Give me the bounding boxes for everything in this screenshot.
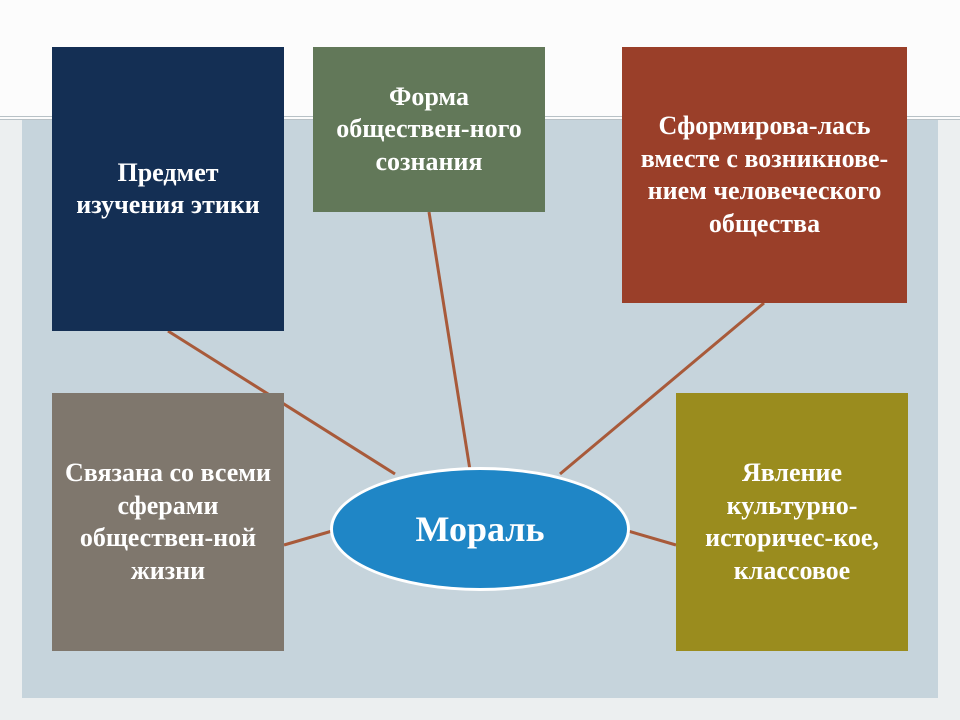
box-label-ethics: Предмет изучения этики	[64, 157, 272, 222]
box-cultural: Явление культурно-историчес-кое, классов…	[676, 393, 908, 651]
box-spheres: Связана со всеми сферами обществен-ной ж…	[52, 393, 284, 651]
box-origin: Сформирова-лась вместе с возникнове-нием…	[622, 47, 907, 303]
box-label-spheres: Связана со всеми сферами обществен-ной ж…	[64, 457, 272, 587]
hub-label: Мораль	[415, 508, 544, 550]
hub-moral: Мораль	[330, 467, 630, 591]
box-label-cultural: Явление культурно-историчес-кое, классов…	[688, 457, 896, 587]
slide: Предмет изучения этики Форма обществен-но…	[0, 0, 960, 720]
box-ethics: Предмет изучения этики	[52, 47, 284, 331]
box-form: Форма обществен-ного сознания	[313, 47, 545, 212]
box-label-origin: Сформирова-лась вместе с возникнове-нием…	[634, 110, 895, 240]
box-label-form: Форма обществен-ного сознания	[325, 81, 533, 179]
